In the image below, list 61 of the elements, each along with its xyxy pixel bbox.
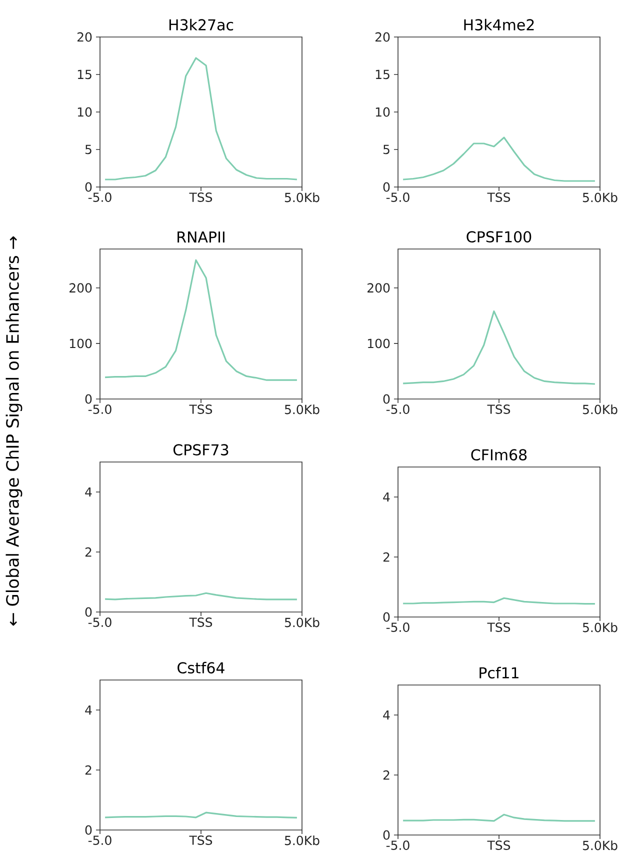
x-tick-label: TSS [189, 618, 212, 627]
y-tick-label: 200 [368, 283, 390, 293]
x-tick-label: TSS [487, 840, 510, 850]
y-tick-label: 2 [85, 547, 92, 557]
x-tick-label: -5.0 [88, 836, 112, 845]
y-tick-label: 2 [383, 770, 390, 780]
y-tick-label: 0 [85, 182, 92, 192]
y-tick-label: 0 [383, 830, 390, 840]
x-tick-label: -5.0 [386, 192, 410, 202]
x-tick-label: 5.0Kb [284, 192, 320, 202]
y-tick-label: 100 [70, 338, 92, 348]
chart-title: H3k27ac [169, 18, 234, 30]
y-tick-label: 15 [376, 70, 390, 80]
y-tick-label: 5 [383, 144, 390, 154]
y-tick-label: 0 [383, 612, 390, 622]
x-tick-label: 5.0Kb [284, 404, 320, 414]
x-tick-label: 5.0Kb [284, 836, 320, 846]
x-tick-label: 5.0Kb [284, 618, 320, 628]
chart-title: H3k4me2 [464, 18, 534, 30]
y-tick-label: 2 [383, 552, 390, 562]
x-tick-label: 5.0Kb [582, 622, 618, 632]
x-tick-label: -5.0 [386, 840, 410, 850]
x-tick-label: -5.0 [88, 192, 112, 202]
chart-title: CPSF100 [466, 231, 532, 242]
y-tick-label: 100 [368, 338, 390, 348]
y-tick-label: 0 [85, 825, 92, 835]
x-tick-label: TSS [487, 404, 510, 414]
x-tick-label: 5.0Kb [582, 404, 618, 414]
chart-title: RNAPII [178, 232, 224, 242]
y-tick-label: 20 [375, 32, 390, 42]
y-tick-label: 4 [85, 487, 92, 497]
y-tick-label: 20 [77, 32, 92, 42]
y-tick-label: 0 [383, 182, 390, 192]
x-tick-label: TSS [487, 192, 510, 202]
x-tick-label: -5.0 [88, 618, 112, 627]
y-tick-label: 4 [85, 705, 92, 715]
y-tick-label: 0 [383, 394, 390, 404]
chart-title: Cstf64 [178, 662, 224, 674]
y-tick-label: 4 [383, 710, 390, 720]
chart-title: CPSF73 [173, 444, 228, 456]
x-tick-label: 5.0Kb [582, 840, 618, 850]
chart-title: CFIm68 [471, 449, 527, 460]
y-tick-label: 0 [85, 394, 92, 404]
y-tick-label: 4 [383, 492, 390, 502]
y-axis-title: ← Global Average ChIP Signal on Enhancers → [6, 236, 22, 626]
y-tick-label: 5 [85, 144, 92, 154]
x-tick-label: TSS [487, 622, 510, 632]
x-tick-label: 5.0Kb [582, 192, 618, 202]
y-tick-label: 10 [376, 107, 390, 117]
x-tick-label: TSS [189, 192, 212, 202]
y-tick-label: 15 [78, 70, 92, 80]
y-tick-label: 2 [85, 765, 92, 775]
x-tick-label: -5.0 [88, 404, 112, 414]
x-tick-label: -5.0 [386, 622, 410, 632]
x-tick-label: TSS [189, 404, 212, 414]
x-tick-label: TSS [189, 836, 212, 845]
y-tick-label: 0 [85, 607, 92, 617]
chart-title: Pcf11 [480, 666, 518, 678]
y-tick-label: 200 [70, 283, 92, 293]
x-tick-label: -5.0 [386, 404, 410, 414]
y-tick-label: 10 [78, 107, 92, 117]
